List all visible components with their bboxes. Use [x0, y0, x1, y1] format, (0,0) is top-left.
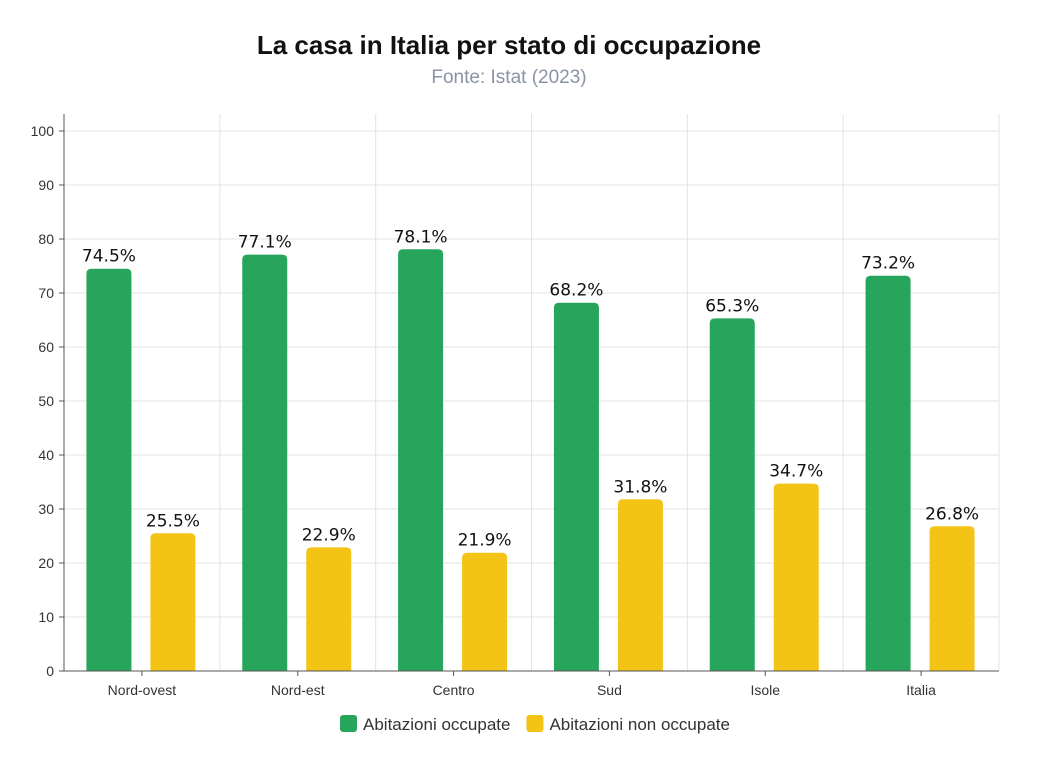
y-tick-label: 80	[38, 231, 54, 247]
grid-lines	[63, 114, 1000, 672]
bar-unoccupied[interactable]	[929, 526, 975, 671]
bar-value-label: 74.5%	[82, 247, 136, 267]
legend-item-unoccupied[interactable]: Abitazioni non occupate	[526, 715, 730, 734]
chart-subtitle: Fonte: Istat (2023)	[431, 67, 586, 88]
bar-value-label: 65.3%	[705, 296, 759, 316]
bar-value-label: 68.2%	[549, 281, 603, 301]
bar-value-label: 21.9%	[458, 531, 512, 551]
x-tick-label: Nord-ovest	[108, 682, 177, 698]
x-tick-label: Nord-est	[271, 682, 325, 698]
bar-value-label: 31.8%	[613, 477, 667, 497]
y-tick-label: 100	[31, 123, 55, 139]
x-tick-label: Isole	[750, 682, 780, 698]
bar-occupied[interactable]	[86, 268, 132, 671]
y-tick-label: 90	[38, 177, 54, 193]
bars	[86, 249, 975, 671]
x-tick-label: Italia	[906, 682, 936, 698]
legend[interactable]: Abitazioni occupate Abitazioni non occupa…	[340, 715, 730, 734]
x-tick-label: Sud	[597, 682, 622, 698]
bar-unoccupied[interactable]	[306, 547, 352, 671]
bar-value-label: 78.1%	[394, 227, 448, 247]
bar-occupied[interactable]	[242, 254, 288, 671]
y-axis-ticks: 0 10 20 30 40 50 60 70 80 90 100	[31, 123, 64, 679]
data-labels: 74.5% 77.1% 78.1% 68.2% 65.3% 73.2% 25.5% 22.9%…	[82, 227, 979, 550]
bar-occupied[interactable]	[553, 302, 599, 671]
axes	[63, 114, 999, 672]
y-tick-label: 10	[38, 609, 54, 625]
bar-value-label: 73.2%	[861, 254, 915, 274]
legend-label: Abitazioni non occupate	[549, 715, 730, 734]
bar-unoccupied[interactable]	[150, 533, 196, 671]
legend-swatch	[526, 715, 544, 732]
bar-occupied[interactable]	[709, 318, 755, 671]
chart-title: La casa in Italia per stato di occupazio…	[257, 30, 761, 60]
bar-value-label: 22.9%	[302, 525, 356, 545]
x-tick-label: Centro	[433, 682, 475, 698]
bar-value-label: 77.1%	[238, 233, 292, 253]
bar-value-label: 34.7%	[769, 462, 823, 482]
y-tick-label: 0	[46, 663, 54, 679]
y-tick-label: 60	[38, 339, 54, 355]
legend-label: Abitazioni occupate	[363, 715, 510, 734]
bar-occupied[interactable]	[398, 249, 444, 671]
bar-occupied[interactable]	[865, 275, 911, 671]
bar-value-label: 25.5%	[146, 511, 200, 531]
y-tick-label: 50	[38, 393, 54, 409]
bar-unoccupied[interactable]	[617, 499, 663, 671]
legend-swatch	[340, 715, 358, 732]
bar-value-label: 26.8%	[925, 504, 979, 524]
bar-unoccupied[interactable]	[462, 552, 508, 671]
y-tick-label: 20	[38, 555, 54, 571]
y-tick-label: 40	[38, 447, 54, 463]
y-tick-label: 70	[38, 285, 54, 301]
x-axis-ticks: Nord-ovest Nord-est Centro Sud Isole Italia	[108, 671, 936, 698]
legend-item-occupied[interactable]: Abitazioni occupate	[340, 715, 510, 734]
y-tick-label: 30	[38, 501, 54, 517]
bar-unoccupied[interactable]	[773, 483, 819, 671]
